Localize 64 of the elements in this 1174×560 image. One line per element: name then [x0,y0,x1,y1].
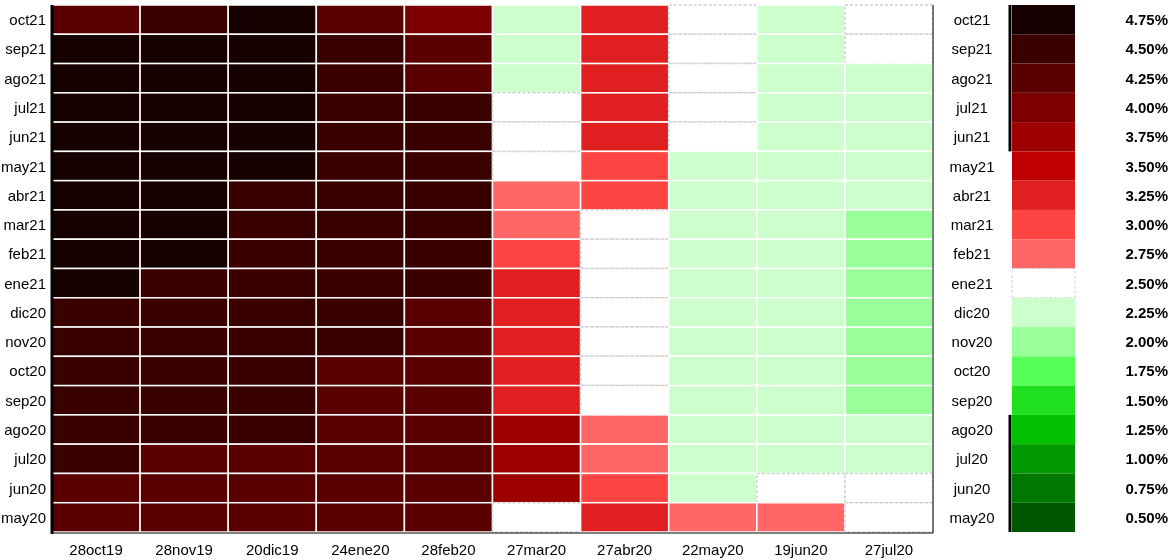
color-bar-label: 4.75% [1125,11,1168,29]
y-tick-label: oct20 [9,362,46,380]
color-bar-label: 2.50% [1125,274,1168,292]
y-tick-label: ene21 [4,274,46,292]
color-bar-label: 0.75% [1125,479,1168,497]
y2-tick-label: oct21 [953,11,991,29]
y-tick-label: dic20 [10,303,46,321]
y-tick-label: sep21 [5,40,46,58]
x-tick-label: 27jul20 [864,540,914,558]
color-bar-label: 4.00% [1125,98,1168,116]
y2-tick-label: jul21 [955,98,988,116]
y2-tick-label: abr21 [952,186,992,204]
y-tick-label: may20 [0,508,46,526]
y2-tick-label: ene21 [951,274,993,292]
y2-tick-label: mar21 [950,216,994,234]
color-bar-label: 3.75% [1125,128,1168,146]
y2-tick-label: may20 [949,508,995,526]
x-tick-label: 22may20 [681,540,744,558]
y-tick-label: nov20 [5,333,46,351]
y2-tick-label: sep21 [951,40,993,58]
color-bar-label: 3.00% [1125,216,1168,234]
color-bar-label: 4.50% [1125,40,1168,58]
color-bar-label: 1.75% [1125,362,1168,380]
y-tick-label: ago20 [4,421,46,439]
y2-tick-label: may21 [949,157,995,175]
y-tick-label: jul21 [13,98,46,116]
x-tick-label: 28feb20 [421,540,476,558]
y2-tick-label: nov20 [951,333,993,351]
color-bar-label: 1.50% [1125,391,1168,409]
y-tick-label: may21 [0,157,46,175]
color-bar-label: 0.50% [1125,508,1168,526]
color-bar-label: 1.00% [1125,450,1168,468]
y-tick-label: oct21 [9,11,46,29]
y2-tick-label: jun20 [952,479,991,497]
y-tick-label: jun20 [8,479,46,497]
x-tick-label: 20dic19 [245,540,299,558]
color-bar-label: 2.00% [1125,333,1168,351]
y2-tick-label: oct20 [953,362,991,380]
color-bar-label: 3.25% [1125,186,1168,204]
color-bar-label: 3.50% [1125,157,1168,175]
y2-tick-label: feb21 [953,245,991,263]
y2-tick-label: jun21 [952,128,991,146]
y-tick-label: jul20 [13,450,46,468]
y-tick-label: feb21 [8,245,46,263]
x-tick-label: 27abr20 [597,540,653,558]
color-bar-label: 1.25% [1125,421,1168,439]
color-bar-label: 2.75% [1125,245,1168,263]
color-bar-label: 4.25% [1125,69,1168,87]
y2-tick-label: sep20 [951,391,993,409]
y-tick-label: sep20 [5,391,46,409]
color-bar-label: 2.25% [1125,303,1168,321]
x-tick-label: 27mar20 [506,540,567,558]
y-tick-label: jun21 [8,128,46,146]
y2-tick-label: ago21 [951,69,993,87]
y2-tick-label: ago20 [951,421,993,439]
y2-tick-label: dic20 [954,303,990,321]
x-tick-label: 28oct19 [69,540,123,558]
x-tick-label: 24ene20 [331,540,390,558]
x-tick-label: 19jun20 [774,540,828,558]
y2-tick-label: jul20 [955,450,988,468]
x-tick-label: 28nov19 [155,540,213,558]
y-tick-label: abr21 [7,186,46,204]
y-tick-label: ago21 [4,69,46,87]
y-tick-label: mar21 [3,216,46,234]
